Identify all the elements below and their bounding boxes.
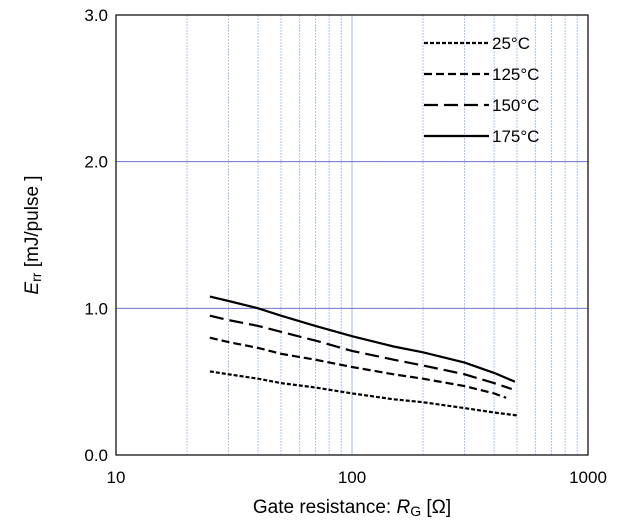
legend-label: 125°C — [492, 65, 539, 84]
x-axis-label: Gate resistance: RG [Ω] — [253, 497, 451, 519]
y-tick-labels: 0.0 1.0 2.0 3.0 — [84, 6, 108, 465]
x-axis-label-text: Gate resistance: — [253, 497, 397, 518]
y-axis-label-symbol: E — [22, 282, 43, 295]
series-line — [209, 336, 507, 399]
series-group — [209, 295, 518, 417]
legend-label: 175°C — [492, 127, 539, 146]
y-axis-label-unit: [mJ/pulse ] — [22, 175, 43, 272]
x-tick-label: 10 — [107, 468, 126, 487]
legend-label: 25°C — [492, 34, 530, 53]
y-axis-label: Err [mJ/pulse ] — [22, 175, 44, 294]
x-axis-label-unit: [Ω] — [421, 497, 451, 518]
series-line — [209, 314, 513, 391]
y-tick-label: 2.0 — [84, 153, 108, 172]
y-tick-label: 3.0 — [84, 6, 108, 25]
legend: 25°C 125°C 150°C 175°C — [424, 34, 539, 146]
x-tick-label: 100 — [338, 468, 366, 487]
x-axis-label-symbol: R — [396, 497, 410, 518]
y-axis-label-subscript: rr — [28, 272, 44, 282]
x-tick-labels: 10 100 1000 — [107, 468, 607, 487]
grid — [116, 15, 588, 455]
y-tick-label: 0.0 — [84, 446, 108, 465]
series-line — [209, 295, 516, 383]
series-line — [209, 370, 518, 417]
y-tick-label: 1.0 — [84, 299, 108, 318]
x-axis-label-subscript: G — [410, 503, 421, 519]
plot-frame — [115, 14, 589, 456]
legend-label: 150°C — [492, 96, 539, 115]
x-tick-label: 1000 — [569, 468, 607, 487]
